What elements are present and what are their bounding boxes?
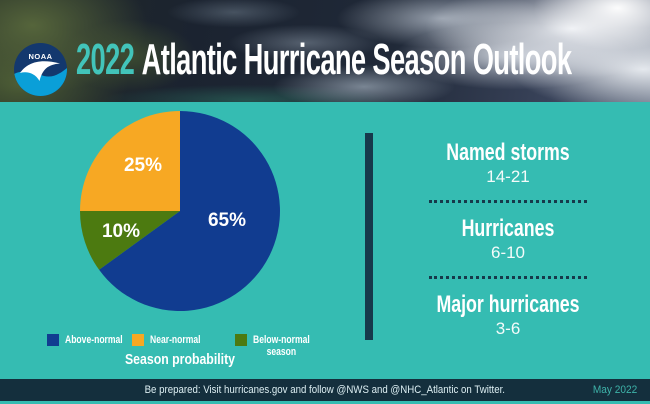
noaa-logo-seagull-icon: [20, 61, 60, 81]
legend-item-above-normal: Above-normal: [47, 334, 139, 346]
title-year: 2022: [76, 35, 135, 84]
stat-named-storms: Named storms 14-21: [373, 130, 643, 187]
stat-range-major-hurricanes: 3-6: [495, 319, 521, 338]
pie-slice-near-normal: [80, 111, 180, 211]
legend-item-below-normal: Below-normal season: [235, 334, 326, 358]
legend-label-near-normal: Near-normal: [150, 334, 201, 346]
legend-label-below-normal-line1: Below-normal: [253, 334, 310, 346]
pie-slice-below-normal: [80, 211, 180, 270]
pie-value-above-normal: 65%: [207, 210, 247, 231]
legend-item-near-normal: Near-normal: [132, 334, 215, 346]
stat-range-named-storms: 14-21: [486, 167, 530, 186]
header-banner: NOAA 2022 Atlantic Hurricane Season Outlo…: [0, 0, 650, 102]
noaa-logo-light-half: [14, 68, 67, 96]
stat-label-hurricanes: Hurricanes: [461, 215, 555, 242]
legend-swatch-below-normal: [235, 334, 247, 346]
dotted-divider: [429, 276, 587, 279]
legend-label-below-normal: Below-normal season: [253, 334, 310, 358]
outlook-stats-panel: Named storms 14-21 Hurricanes 6-10 Major…: [373, 130, 643, 339]
stat-label-major-hurricanes: Major hurricanes: [436, 291, 580, 318]
dotted-divider: [429, 200, 587, 203]
legend-label-below-normal-line2: season: [266, 346, 297, 358]
satellite-background-image: [0, 0, 650, 102]
chart-caption: Season probability: [124, 351, 236, 368]
legend-label-above-normal: Above-normal: [65, 334, 123, 346]
stat-major-hurricanes: Major hurricanes 3-6: [373, 292, 643, 339]
noaa-logo-text: NOAA: [28, 52, 52, 61]
page-title: 2022 Atlantic Hurricane Season Outlook: [76, 35, 572, 84]
stat-range-hurricanes: 6-10: [490, 243, 526, 262]
pie-slice-above-normal: [99, 111, 280, 311]
noaa-logo: NOAA: [14, 43, 67, 96]
stat-label-named-storms: Named storms: [446, 139, 570, 166]
footer-date: May 2022: [592, 384, 637, 396]
title-text: Atlantic Hurricane Season Outlook: [141, 35, 572, 84]
footer-message: Be prepared: Visit hurricanes.gov and fo…: [144, 384, 506, 396]
season-probability-pie-chart: [80, 111, 280, 311]
stat-hurricanes: Hurricanes 6-10: [373, 216, 643, 263]
legend-swatch-near-normal: [132, 334, 144, 346]
legend-swatch-above-normal: [47, 334, 59, 346]
vertical-divider: [365, 133, 373, 340]
footer-bar: Be prepared: Visit hurricanes.gov and fo…: [0, 379, 650, 401]
pie-value-below-normal: 10%: [101, 221, 141, 242]
pie-value-near-normal: 25%: [123, 155, 163, 176]
